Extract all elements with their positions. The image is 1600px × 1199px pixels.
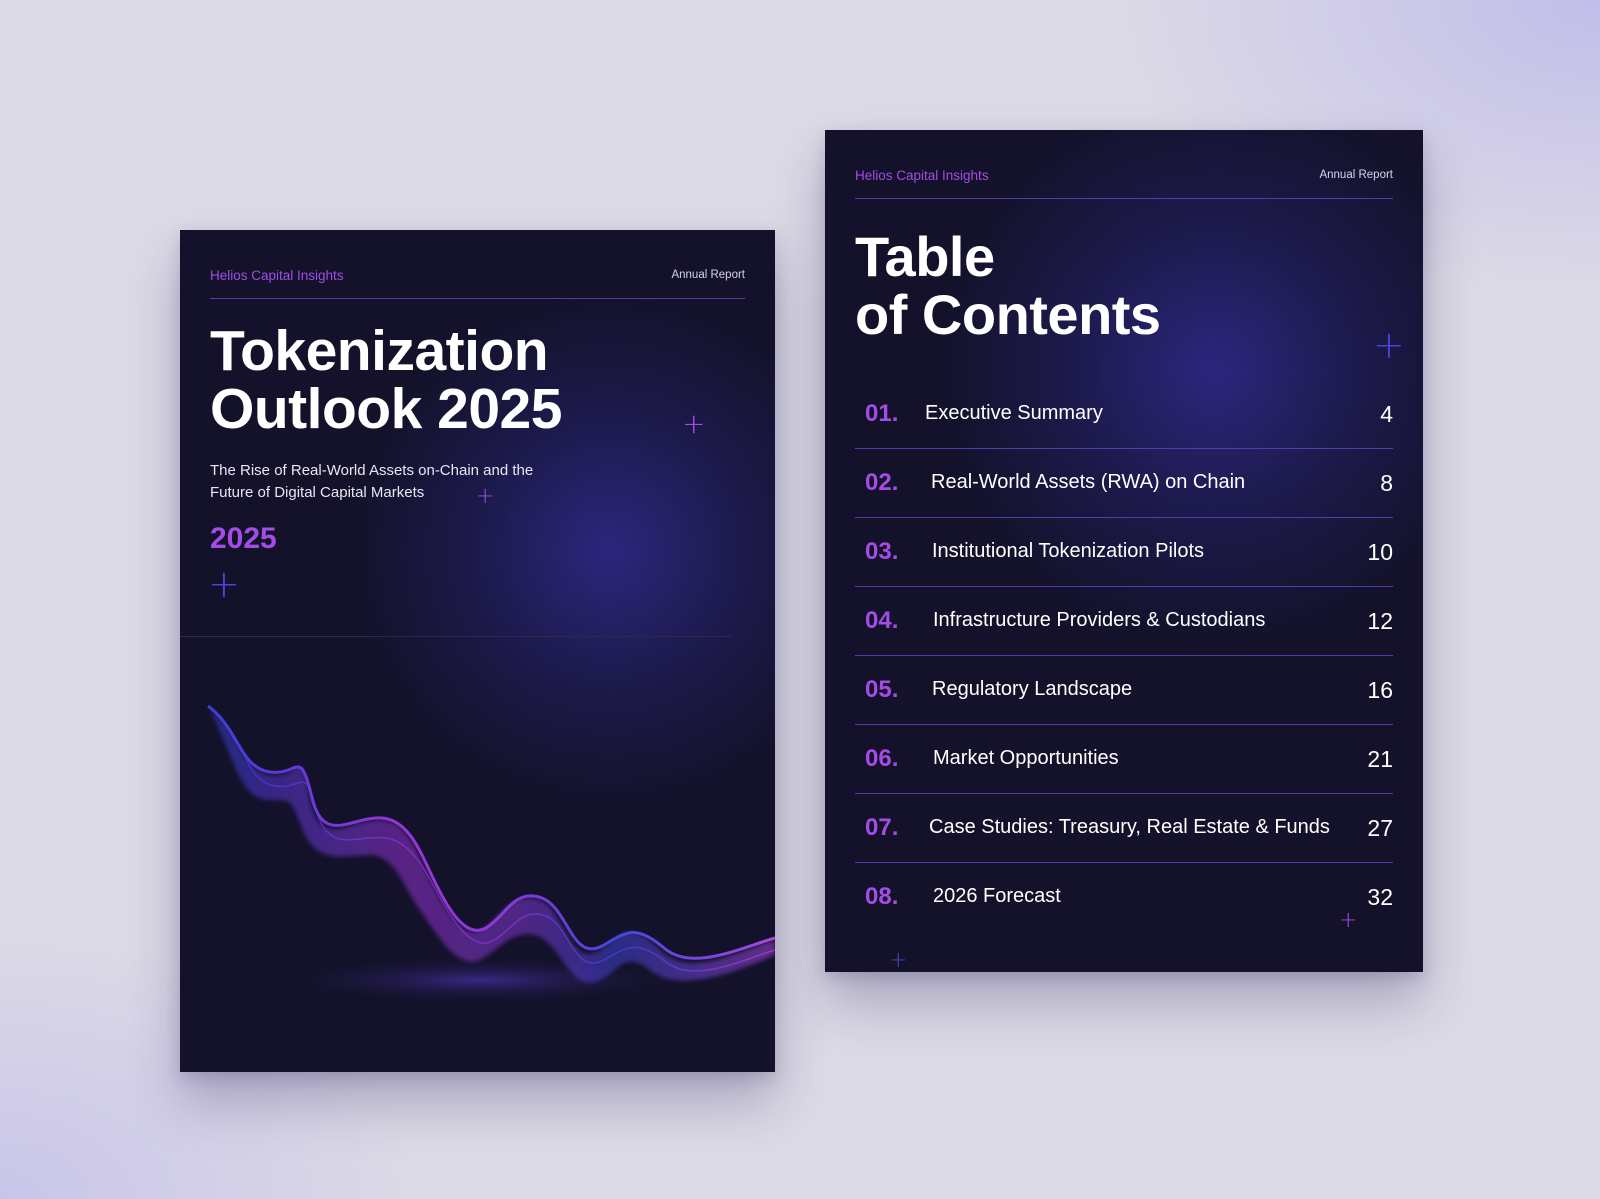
cover-title-line2: Outlook 2025 bbox=[210, 377, 562, 441]
toc-item-page: 27 bbox=[1367, 815, 1393, 841]
toc-header: Helios Capital Insights Annual Report bbox=[855, 168, 1393, 188]
toc-item[interactable]: 04. Infrastructure Providers & Custodian… bbox=[855, 587, 1393, 656]
cover-subtitle-line1: The Rise of Real-World Assets on-Chain a… bbox=[210, 462, 534, 479]
toc-item-page: 8 bbox=[1380, 470, 1393, 496]
toc-title: Table of Contents bbox=[855, 228, 1161, 344]
toc-item-number: 05. bbox=[865, 676, 899, 703]
cover-year: 2025 bbox=[210, 522, 277, 555]
cover-header: Helios Capital Insights Annual Report bbox=[210, 268, 745, 288]
toc-item[interactable]: 02. Real-World Assets (RWA) on Chain 8 bbox=[855, 449, 1393, 518]
report-type: Annual Report bbox=[1319, 169, 1393, 181]
plus-icon: + bbox=[682, 407, 706, 440]
toc-title-line2: of Contents bbox=[855, 283, 1161, 346]
toc-page: Helios Capital Insights Annual Report Ta… bbox=[825, 130, 1423, 972]
toc-item-page: 32 bbox=[1367, 884, 1393, 910]
toc-list: 01. Executive Summary 4 02. Real-World A… bbox=[855, 380, 1393, 931]
cover-subtitle: The Rise of Real-World Assets on-Chain a… bbox=[210, 460, 590, 504]
wave-graphic bbox=[207, 704, 775, 1004]
report-type: Annual Report bbox=[671, 269, 745, 281]
brand-name: Helios Capital Insights bbox=[855, 168, 989, 183]
toc-item[interactable]: 05. Regulatory Landscape 16 bbox=[855, 656, 1393, 725]
toc-item-number: 02. bbox=[865, 469, 899, 496]
toc-item[interactable]: 06. Market Opportunities 21 bbox=[855, 725, 1393, 794]
plus-icon: + bbox=[1373, 323, 1405, 367]
toc-item-title: Market Opportunities bbox=[933, 747, 1119, 769]
cover-subtitle-line2: Future of Digital Capital Markets bbox=[210, 484, 425, 501]
toc-item-page: 21 bbox=[1367, 746, 1393, 772]
toc-item-title: Real-World Assets (RWA) on Chain bbox=[931, 471, 1246, 493]
toc-title-line1: Table bbox=[855, 225, 995, 288]
toc-item-number: 03. bbox=[865, 538, 899, 565]
toc-item[interactable]: 01. Executive Summary 4 bbox=[855, 380, 1393, 449]
plus-icon: + bbox=[889, 948, 908, 972]
plus-icon: + bbox=[208, 562, 240, 606]
toc-item-title: Executive Summary bbox=[925, 402, 1103, 424]
brand-name: Helios Capital Insights bbox=[210, 268, 344, 283]
cover-title-line1: Tokenization bbox=[210, 319, 549, 383]
toc-item-title: Infrastructure Providers & Custodians bbox=[933, 609, 1266, 631]
toc-item-number: 01. bbox=[865, 400, 899, 427]
cover-divider bbox=[180, 636, 732, 637]
header-divider bbox=[855, 198, 1393, 199]
cover-title: Tokenization Outlook 2025 bbox=[210, 322, 562, 438]
toc-item-title: Case Studies: Treasury, Real Estate & Fu… bbox=[929, 816, 1330, 838]
toc-item[interactable]: 03. Institutional Tokenization Pilots 10 bbox=[855, 518, 1393, 587]
toc-item-page: 10 bbox=[1367, 539, 1393, 565]
toc-item-number: 04. bbox=[865, 607, 899, 634]
cover-page: Helios Capital Insights Annual Report To… bbox=[180, 230, 775, 1072]
toc-item-title: Institutional Tokenization Pilots bbox=[932, 540, 1205, 562]
toc-item[interactable]: 07. Case Studies: Treasury, Real Estate … bbox=[855, 794, 1393, 863]
toc-item-title: Regulatory Landscape bbox=[932, 678, 1133, 700]
header-divider bbox=[210, 298, 745, 299]
toc-item-page: 4 bbox=[1380, 401, 1393, 427]
toc-item-number: 07. bbox=[865, 814, 899, 841]
plus-icon: + bbox=[1339, 908, 1358, 933]
toc-item-title: 2026 Forecast bbox=[933, 885, 1061, 907]
toc-item-page: 12 bbox=[1367, 608, 1393, 634]
plus-icon: + bbox=[476, 484, 495, 509]
toc-item-number: 08. bbox=[865, 883, 899, 910]
toc-item-number: 06. bbox=[865, 745, 899, 772]
toc-item-page: 16 bbox=[1367, 677, 1393, 703]
toc-item[interactable]: 08. 2026 Forecast 32 bbox=[855, 863, 1393, 931]
